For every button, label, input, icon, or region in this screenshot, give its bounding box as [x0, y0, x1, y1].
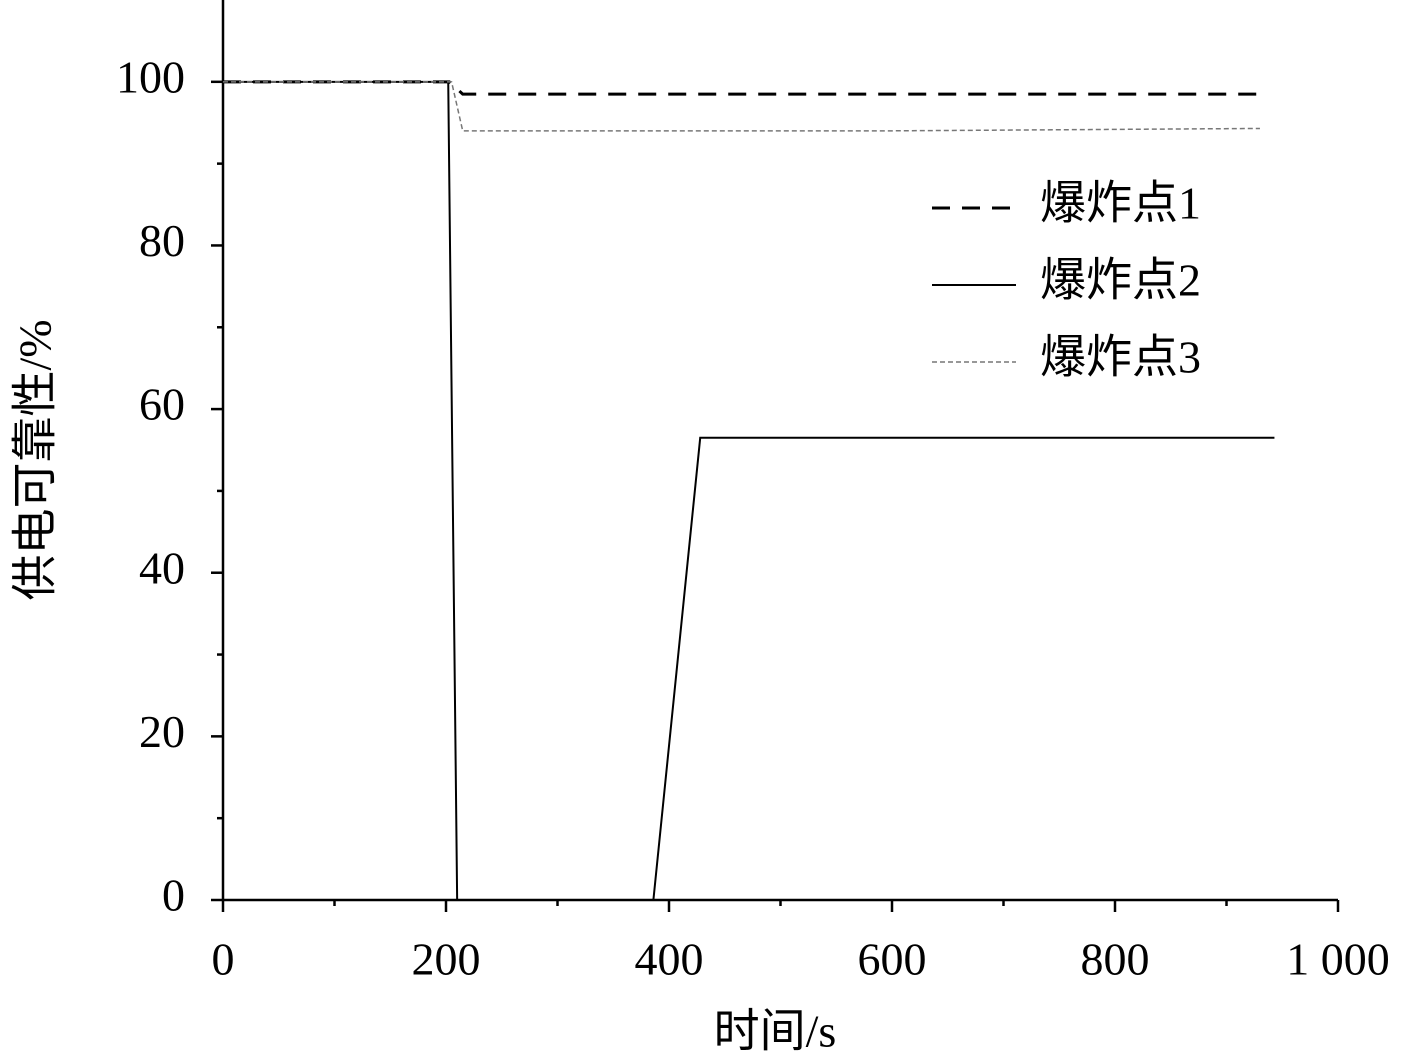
- y-tick-label: 20: [139, 706, 185, 757]
- legend-label: 爆炸点1: [1040, 178, 1201, 229]
- y-tick-label: 40: [139, 542, 185, 593]
- x-tick-label: 800: [1081, 934, 1150, 985]
- series-line: [223, 81, 1260, 132]
- series-line: [223, 80, 1260, 96]
- x-tick-label: 1 000: [1286, 934, 1390, 985]
- y-tick-label: 60: [139, 379, 185, 430]
- x-tick-label: 400: [635, 934, 704, 985]
- x-axis-label: 时间/s: [714, 1006, 837, 1057]
- x-tick-label: 0: [212, 934, 235, 985]
- y-tick-label: 100: [116, 51, 185, 102]
- y-axis-label: 供电可靠性/%: [10, 319, 61, 600]
- legend-label: 爆炸点2: [1040, 255, 1201, 306]
- legend-label: 爆炸点3: [1040, 332, 1201, 383]
- y-tick-label: 0: [162, 870, 185, 921]
- y-tick-label: 80: [139, 215, 185, 266]
- x-tick-label: 600: [858, 934, 927, 985]
- x-tick-label: 200: [412, 934, 481, 985]
